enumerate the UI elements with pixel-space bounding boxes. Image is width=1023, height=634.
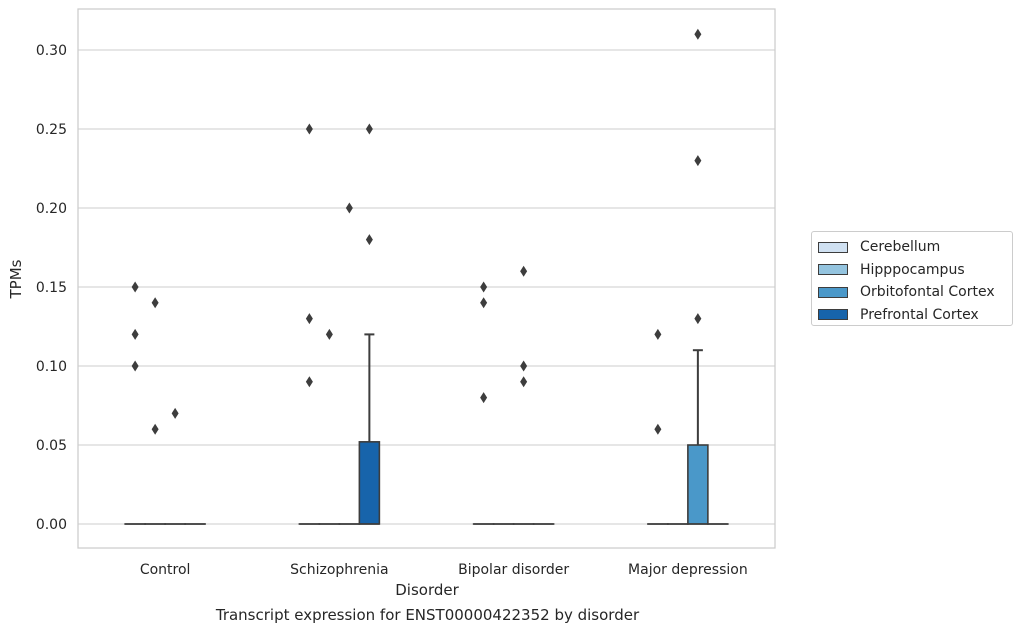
- outlier-point: [151, 423, 159, 435]
- y-tick-label: 0.20: [36, 201, 67, 217]
- legend-item: Orbitofontal Cortex: [818, 281, 1012, 304]
- box-series: [124, 333, 729, 525]
- y-tick-label: 0.05: [36, 438, 67, 454]
- outlier-point: [654, 423, 662, 435]
- legend-item: Prefrontal Cortex: [818, 304, 1012, 327]
- x-axis-label: Disorder: [395, 581, 459, 599]
- x-tick-labels: Control Schizophrenia Bipolar disorder Majo…: [140, 562, 748, 578]
- plot-border: [77, 8, 776, 549]
- outlier-point: [305, 123, 313, 135]
- outlier-point: [131, 281, 139, 293]
- outlier-point: [480, 297, 488, 309]
- box-body: [687, 444, 709, 525]
- legend-item: Cerebellum: [818, 236, 1012, 259]
- outlier-point: [480, 281, 488, 293]
- outlier-point: [131, 360, 139, 372]
- outlier-points: [131, 28, 702, 435]
- legend-label: Orbitofontal Cortex: [860, 284, 995, 301]
- x-tick-label: Bipolar disorder: [458, 562, 569, 578]
- outlier-point: [520, 360, 528, 372]
- legend-swatch: [818, 286, 848, 298]
- outlier-point: [654, 328, 662, 340]
- outlier-point: [345, 202, 353, 214]
- legend-label: Prefrontal Cortex: [860, 306, 979, 323]
- x-tick-label: Major depression: [628, 562, 748, 578]
- box: [358, 333, 381, 525]
- legend-item: Hipppocampus: [818, 259, 1012, 282]
- outlier-point: [171, 407, 179, 419]
- outlier-point: [151, 297, 159, 309]
- y-axis-label: TPMs: [7, 259, 25, 299]
- box-body: [358, 441, 381, 525]
- outlier-point: [365, 123, 373, 135]
- y-tick-label: 0.30: [36, 43, 67, 59]
- legend-swatch: [818, 241, 848, 253]
- outlier-point: [694, 28, 702, 40]
- legend-label: Hipppocampus: [860, 261, 965, 278]
- legend: Cerebellum Hipppocampus Orbitofontal Corte…: [811, 231, 1013, 326]
- y-tick-labels: 0.00 0.05 0.10 0.15 0.20 0.25 0.30: [36, 43, 67, 533]
- legend-swatch: [818, 309, 848, 321]
- box: [687, 349, 709, 525]
- outlier-point: [480, 392, 488, 404]
- plot-frame: [77, 8, 776, 549]
- x-tick-label: Control: [140, 562, 191, 578]
- outlier-point: [520, 265, 528, 277]
- outlier-point: [365, 234, 373, 246]
- outlier-point: [325, 328, 333, 340]
- outlier-point: [131, 328, 139, 340]
- x-tick-label: Schizophrenia: [290, 562, 388, 578]
- legend-swatch: [818, 264, 848, 276]
- y-tick-label: 0.10: [36, 359, 67, 375]
- outlier-point: [305, 376, 313, 388]
- legend-label: Cerebellum: [860, 239, 941, 256]
- outlier-point: [520, 376, 528, 388]
- grid-lines: [78, 49, 775, 525]
- outlier-point: [694, 313, 702, 325]
- y-tick-label: 0.25: [36, 122, 67, 138]
- y-tick-label: 0.15: [36, 280, 67, 296]
- y-tick-label: 0.00: [36, 517, 67, 533]
- outlier-point: [305, 313, 313, 325]
- outlier-point: [694, 155, 702, 167]
- chart-caption: Transcript expression for ENST0000042235…: [215, 606, 640, 624]
